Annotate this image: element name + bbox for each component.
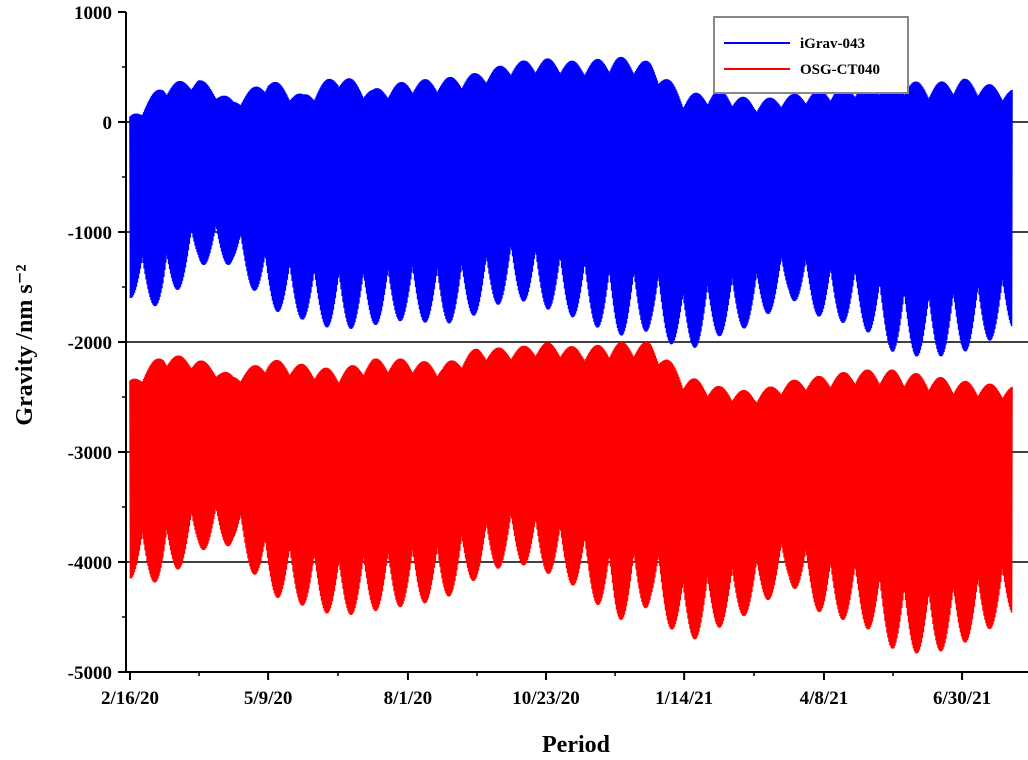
y-tick-label: -2000 xyxy=(68,333,112,354)
x-tick-label: 2/16/20 xyxy=(101,688,159,709)
x-tick-label: 4/8/21 xyxy=(800,688,849,709)
y-tick-label: -1000 xyxy=(68,223,112,244)
axes xyxy=(118,11,1028,680)
tick-labels: 1000 0 -1000 -2000 -3000 -4000 -5000 2/16/20 5/9… xyxy=(68,3,991,709)
legend: iGrav-043 OSG-CT040 xyxy=(713,16,909,94)
y-tick-label: 1000 xyxy=(74,3,112,24)
legend-label-osg: OSG-CT040 xyxy=(800,62,880,78)
y-tick-label: -3000 xyxy=(68,443,112,464)
legend-box xyxy=(713,16,909,94)
series-line-igrav xyxy=(129,56,1013,357)
x-tick-label: 5/9/20 xyxy=(244,688,293,709)
x-tick-label: 6/30/21 xyxy=(933,688,991,709)
x-tick-label: 10/23/20 xyxy=(512,688,580,709)
y-axis-title: Gravity /nm s⁻² xyxy=(12,264,38,425)
y-tick-label: -5000 xyxy=(68,663,112,684)
series-layer xyxy=(129,56,1013,654)
x-tick-label: 1/14/21 xyxy=(655,688,713,709)
x-axis-title: Period xyxy=(542,732,611,758)
series-line-osg xyxy=(129,342,1013,654)
y-tick-label: -4000 xyxy=(68,553,112,574)
legend-label-igrav: iGrav-043 xyxy=(800,36,865,52)
x-tick-label: 8/1/20 xyxy=(384,688,433,709)
y-tick-label: 0 xyxy=(103,113,113,134)
